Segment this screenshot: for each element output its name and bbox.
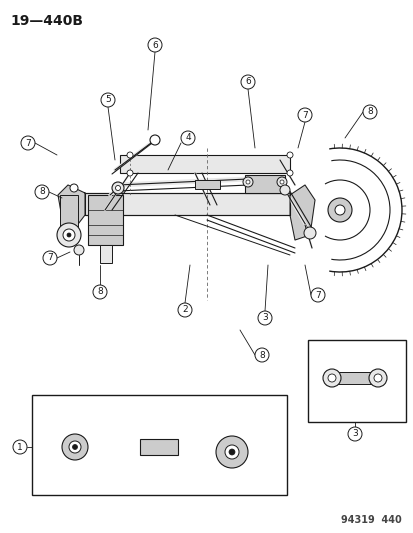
Circle shape [242,177,252,187]
Text: 7: 7 [25,139,31,148]
Circle shape [322,369,340,387]
Circle shape [224,445,238,459]
Text: 7: 7 [301,110,307,119]
Circle shape [279,185,289,195]
Circle shape [69,441,81,453]
Polygon shape [289,185,314,240]
Circle shape [147,38,161,52]
Bar [195,180,219,189]
Circle shape [43,251,57,265]
Circle shape [62,434,88,460]
Bar [307,340,405,422]
Bar [85,193,289,215]
Text: 7: 7 [314,290,320,300]
Circle shape [257,311,271,325]
Circle shape [216,436,247,468]
Bar [244,175,284,193]
Polygon shape [58,185,85,228]
Circle shape [112,182,124,194]
Circle shape [13,440,27,454]
Circle shape [286,170,292,176]
Bar [32,395,286,495]
Text: 1: 1 [17,442,23,451]
Circle shape [297,108,311,122]
Circle shape [21,136,35,150]
Circle shape [368,369,386,387]
Bar [88,195,123,245]
Circle shape [93,285,107,299]
Bar [100,245,112,263]
Text: 7: 7 [47,254,53,262]
Circle shape [101,93,115,107]
Circle shape [327,198,351,222]
Circle shape [327,374,335,382]
Text: 94319  440: 94319 440 [340,515,401,525]
Text: 19—440B: 19—440B [10,14,83,28]
Circle shape [74,245,84,255]
Circle shape [240,75,254,89]
Circle shape [150,135,159,145]
Text: 3: 3 [351,430,357,439]
Circle shape [373,374,381,382]
Circle shape [70,184,78,192]
Text: 2: 2 [182,305,188,314]
Circle shape [178,303,192,317]
Text: 6: 6 [244,77,250,86]
Text: 8: 8 [97,287,102,296]
Circle shape [254,348,268,362]
Bar [331,372,377,384]
Circle shape [245,180,249,184]
Text: 8: 8 [366,108,372,117]
Bar [120,155,289,173]
Circle shape [347,427,361,441]
Circle shape [303,227,315,239]
Circle shape [127,170,133,176]
Text: 4: 4 [185,133,190,142]
Circle shape [67,233,71,237]
Bar [140,439,178,455]
Text: 8: 8 [39,188,45,197]
Circle shape [57,223,81,247]
Circle shape [362,105,376,119]
Circle shape [334,205,344,215]
Text: 6: 6 [152,41,157,50]
Bar [60,195,78,235]
Circle shape [115,185,120,190]
Circle shape [276,177,286,187]
Circle shape [310,288,324,302]
Circle shape [228,449,235,455]
Text: 3: 3 [261,313,267,322]
Circle shape [35,185,49,199]
Text: 8: 8 [259,351,264,359]
Circle shape [63,229,75,241]
Circle shape [286,152,292,158]
Circle shape [279,180,283,184]
Circle shape [72,445,77,449]
Text: 5: 5 [105,95,111,104]
Circle shape [127,152,133,158]
Circle shape [180,131,195,145]
